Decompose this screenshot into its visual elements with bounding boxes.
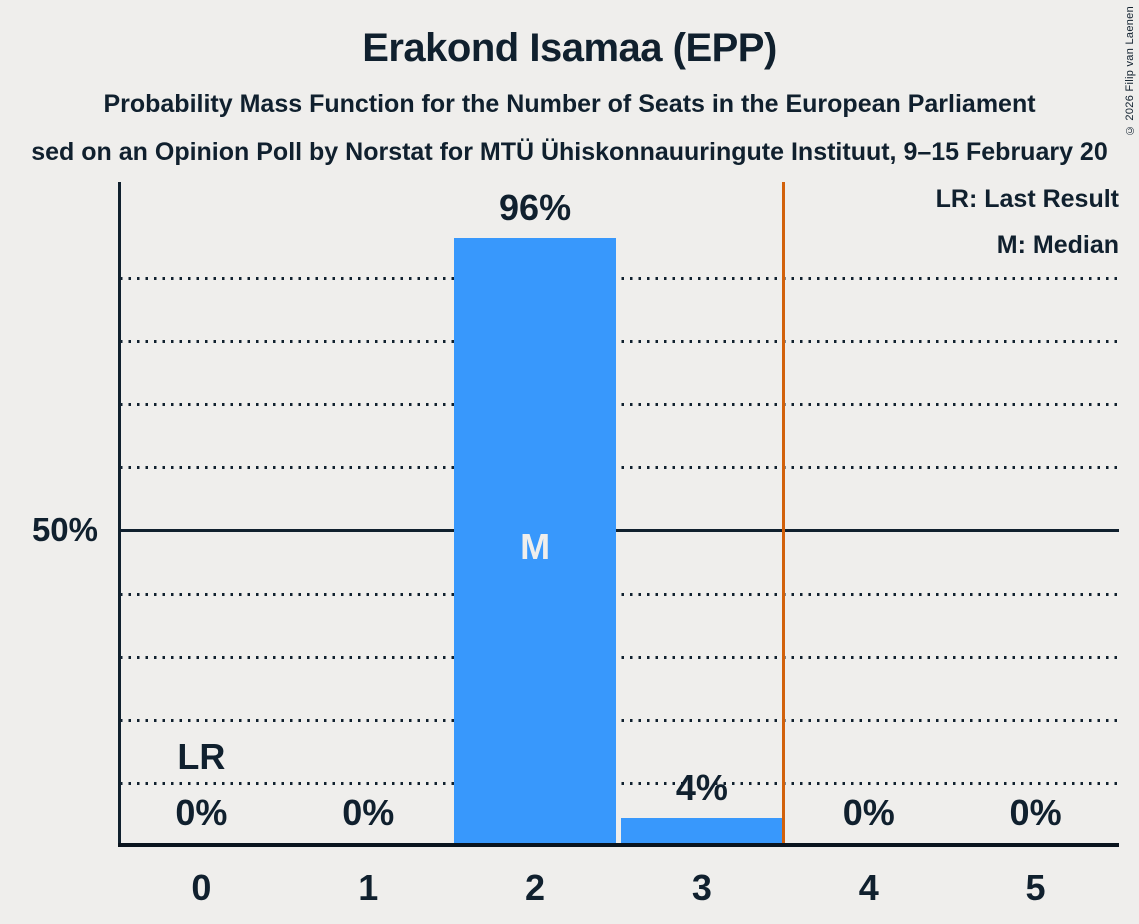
- gridline-90: [120, 277, 1119, 280]
- bar-value-label: 0%: [342, 792, 395, 833]
- gridline-10: [120, 782, 1119, 785]
- bar-value-label: 0%: [842, 792, 895, 833]
- gridline-70: [120, 403, 1119, 406]
- legend-median: M: Median: [996, 231, 1119, 259]
- bar-slot-5: 0%: [952, 182, 1119, 843]
- bar-value-label: 0%: [175, 792, 228, 833]
- y-axis-label-50: 50%: [31, 511, 98, 548]
- gridline-60: [120, 466, 1119, 469]
- gridline-50-solid: [120, 529, 1119, 532]
- y-axis-line: [118, 182, 121, 847]
- x-tick-4: 4: [858, 867, 879, 908]
- chart-source-line: sed on an Opinion Poll by Norstat for MT…: [31, 138, 1108, 166]
- median-marker: M: [520, 526, 551, 567]
- bar-slot-4: 0%: [785, 182, 952, 843]
- legend-last-result: LR: Last Result: [935, 185, 1119, 213]
- bar-slot-1: 0%: [285, 182, 452, 843]
- bar-value-label: 96%: [499, 187, 572, 229]
- bar-value-label: 4%: [675, 766, 728, 808]
- x-tick-2: 2: [525, 867, 546, 908]
- last-result-marker: LR: [177, 736, 226, 777]
- gridline-30: [120, 656, 1119, 659]
- gridline-80: [120, 340, 1119, 343]
- x-tick-3: 3: [691, 867, 712, 908]
- bar-seats-2: [453, 238, 617, 843]
- x-tick-5: 5: [1025, 867, 1046, 908]
- page-title: Erakond Isamaa (EPP): [362, 26, 777, 70]
- x-axis-tick-labels: 0 1 2 3 4 5: [118, 866, 1119, 910]
- x-tick-0: 0: [191, 867, 212, 908]
- bar-seats-3: [620, 817, 784, 843]
- bar-slot-2: 96% M: [452, 182, 619, 843]
- gridline-20: [120, 719, 1119, 722]
- x-tick-1: 1: [358, 867, 379, 908]
- chart-legend: LR: Last Result M: Median: [936, 176, 1119, 268]
- copyright-notice: © 2026 Filip van Laenen: [1124, 6, 1136, 137]
- bar-slot-0: 0% LR: [118, 182, 285, 843]
- plot-area: 0% LR 0% 96% M 4% 0% 0%: [118, 182, 1119, 847]
- last-result-threshold-line: [782, 182, 786, 843]
- chart-subtitle: Probability Mass Function for the Number…: [103, 90, 1036, 118]
- bar-slot-3: 4%: [619, 182, 786, 843]
- bar-value-label: 0%: [1009, 792, 1062, 833]
- gridline-40: [120, 593, 1119, 596]
- x-axis-line: [118, 843, 1119, 847]
